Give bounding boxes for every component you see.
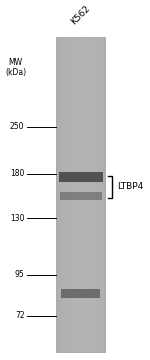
Bar [60,37,61,352]
Text: 130: 130 [10,213,24,222]
Bar [94,37,96,352]
Bar [71,37,73,352]
Bar [64,37,66,352]
Text: MW
(kDa): MW (kDa) [5,58,26,77]
Bar [74,37,76,352]
Bar [92,37,94,352]
Bar [102,37,104,352]
Bar [78,37,79,352]
Bar [91,37,92,352]
Text: 250: 250 [10,122,24,131]
Bar [99,37,101,352]
Bar [56,37,58,352]
Bar [73,37,74,352]
Bar [61,37,63,352]
Bar [104,37,105,352]
Bar [66,37,68,352]
Bar [86,37,87,352]
Text: K562: K562 [69,4,92,27]
Bar [68,37,69,352]
Bar [100,37,102,352]
Text: 72: 72 [15,311,24,320]
Text: 180: 180 [10,170,24,179]
Text: LTBP4: LTBP4 [117,182,143,191]
Bar [89,37,91,352]
Bar [81,37,83,352]
Bar [97,37,99,352]
Bar [63,37,64,352]
Bar [76,37,78,352]
Bar [59,172,103,182]
Bar [84,37,86,352]
Bar [56,37,105,352]
Bar [69,37,71,352]
Bar [82,37,84,352]
Bar [58,37,59,352]
Text: 95: 95 [15,270,24,279]
Bar [61,289,100,298]
Bar [96,37,97,352]
Bar [87,37,89,352]
Bar [60,192,102,200]
Bar [79,37,81,352]
